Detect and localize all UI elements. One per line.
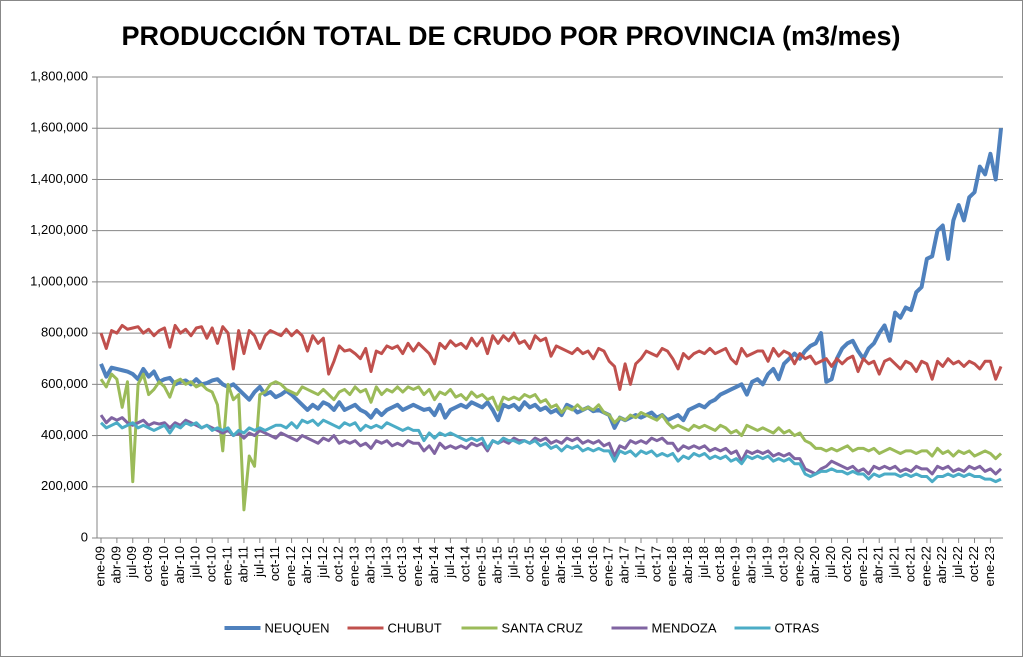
- x-tick-label: abr-19: [744, 546, 759, 584]
- x-tick-label: jul-22: [950, 546, 965, 579]
- x-tick-label: abr-18: [680, 546, 695, 584]
- y-tick-label: 200,000: [41, 478, 88, 493]
- x-tick-label: ene-23: [982, 546, 997, 586]
- x-tick-label: oct-10: [204, 546, 219, 582]
- legend-label: SANTA CRUZ: [502, 620, 583, 635]
- x-tick-label: oct-09: [140, 546, 155, 582]
- x-tick-label: ene-21: [855, 546, 870, 586]
- y-tick-label: 400,000: [41, 427, 88, 442]
- x-tick-label: ene-12: [283, 546, 298, 586]
- x-tick-label: abr-20: [807, 546, 822, 584]
- x-tick-label: jul-18: [696, 546, 711, 579]
- x-tick-label: oct-21: [902, 546, 917, 582]
- legend-label: MENDOZA: [652, 620, 717, 635]
- y-tick-label: 1,400,000: [30, 171, 88, 186]
- series-line: [99, 372, 1003, 512]
- y-tick-label: 1,800,000: [30, 68, 88, 83]
- x-tick-label: jul-10: [188, 546, 203, 579]
- legend-label: OTRAS: [775, 620, 820, 635]
- x-tick-label: abr-13: [362, 546, 377, 584]
- x-tick-label: ene-14: [410, 546, 425, 586]
- x-tick-label: ene-09: [92, 546, 107, 586]
- y-tick-label: 600,000: [41, 376, 88, 391]
- y-tick-label: 1,000,000: [30, 273, 88, 288]
- x-tick-label: oct-12: [331, 546, 346, 582]
- x-tick-label: abr-17: [617, 546, 632, 584]
- x-tick-label: abr-09: [108, 546, 123, 584]
- x-tick-label: jul-15: [505, 546, 520, 579]
- x-tick-label: abr-14: [426, 546, 441, 584]
- x-tick-label: jul-20: [823, 546, 838, 579]
- x-tick-label: oct-22: [966, 546, 981, 582]
- series-line: [99, 128, 1003, 430]
- x-tick-label: jul-16: [569, 546, 584, 579]
- chart-title: PRODUCCIÓN TOTAL DE CRUDO POR PROVINCIA …: [121, 20, 900, 51]
- x-tick-label: abr-21: [871, 546, 886, 584]
- x-tick-label: ene-16: [537, 546, 552, 586]
- x-tick-label: ene-20: [791, 546, 806, 586]
- x-tick-label: oct-16: [585, 546, 600, 582]
- series-line: [99, 323, 1003, 391]
- x-tick-label: ene-17: [601, 546, 616, 586]
- x-tick-label: abr-16: [553, 546, 568, 584]
- x-tick-label: ene-22: [918, 546, 933, 586]
- x-tick-label: jul-17: [632, 546, 647, 579]
- x-tick-label: jul-13: [378, 546, 393, 579]
- x-tick-label: ene-13: [347, 546, 362, 586]
- x-tick-label: oct-17: [648, 546, 663, 582]
- y-tick-label: 1,600,000: [30, 120, 88, 135]
- legend-label: CHUBUT: [388, 620, 442, 635]
- y-tick-label: 0: [81, 529, 88, 544]
- x-tick-label: oct-19: [775, 546, 790, 582]
- x-tick-label: jul-19: [759, 546, 774, 579]
- x-tick-label: oct-13: [394, 546, 409, 582]
- x-tick-label: ene-19: [728, 546, 743, 586]
- y-tick-label: 800,000: [41, 325, 88, 340]
- series-line: [99, 418, 1002, 484]
- x-tick-label: oct-15: [521, 546, 536, 582]
- x-tick-label: abr-12: [299, 546, 314, 584]
- x-tick-label: jul-21: [887, 546, 902, 579]
- x-tick-label: jul-09: [124, 546, 139, 579]
- series-line: [99, 414, 1003, 476]
- x-tick-label: oct-18: [712, 546, 727, 582]
- x-tick-label: oct-14: [458, 546, 473, 582]
- x-tick-label: ene-10: [156, 546, 171, 586]
- x-tick-label: abr-22: [934, 546, 949, 584]
- legend-label: NEUQUEN: [265, 620, 330, 635]
- x-tick-label: abr-10: [172, 546, 187, 584]
- x-tick-label: jul-11: [251, 546, 266, 578]
- x-tick-label: ene-18: [664, 546, 679, 586]
- x-tick-label: oct-20: [839, 546, 854, 582]
- x-tick-label: abr-11: [235, 546, 250, 583]
- x-tick-label: oct-11: [267, 546, 282, 581]
- x-tick-label: ene-15: [474, 546, 489, 586]
- x-tick-label: jul-14: [442, 546, 457, 579]
- y-tick-label: 1,200,000: [30, 222, 88, 237]
- x-tick-label: ene-11: [219, 546, 234, 586]
- x-tick-label: jul-12: [315, 546, 330, 579]
- x-tick-label: abr-15: [489, 546, 504, 584]
